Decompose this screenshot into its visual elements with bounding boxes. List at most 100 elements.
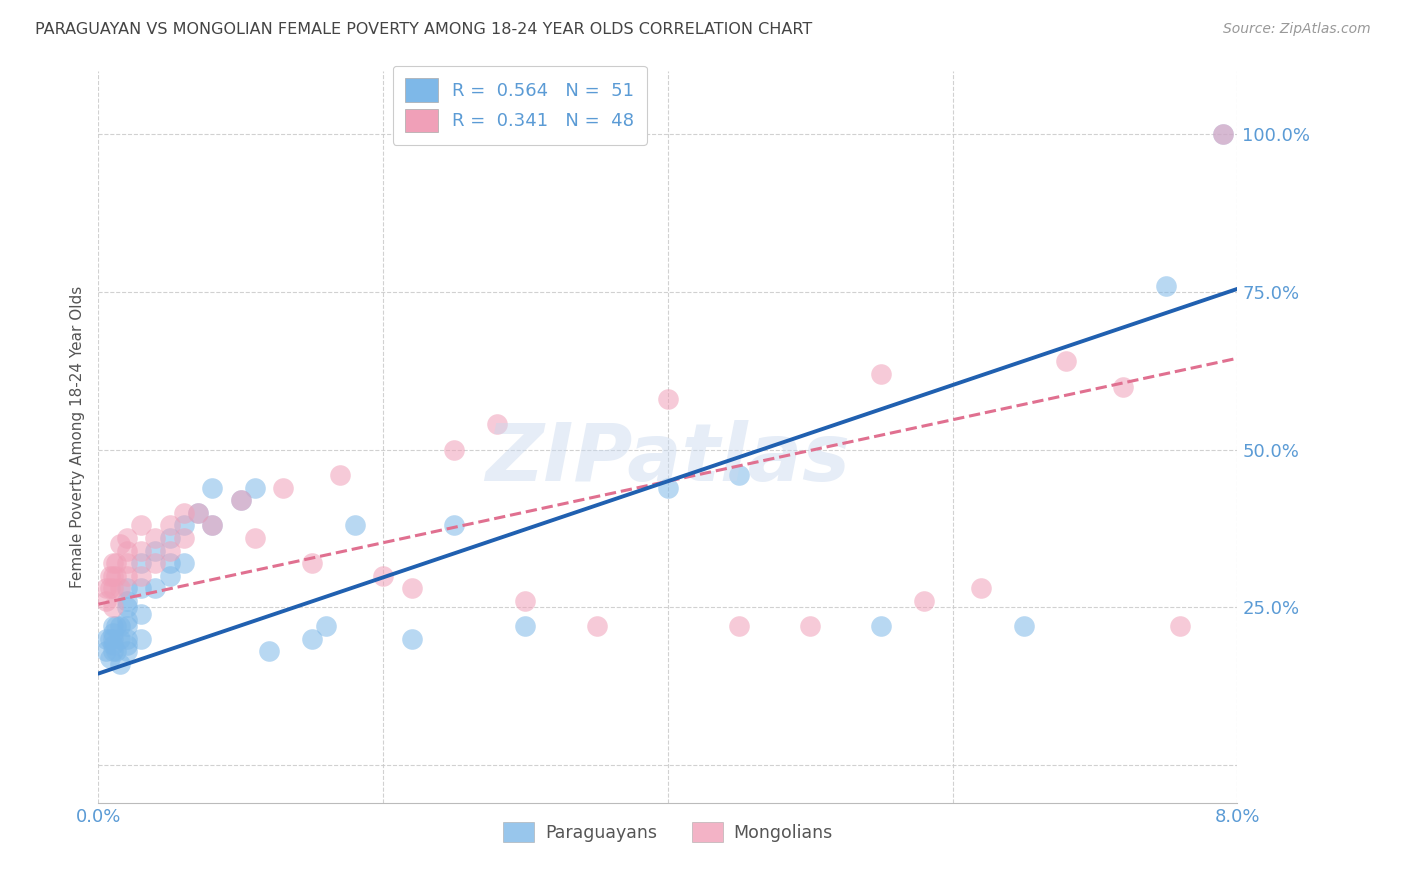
Point [98,632,121,646]
Point [728,467,751,482]
Point [101,569,124,583]
Point [104,644,127,658]
Point [173,531,195,545]
Point [657,392,679,407]
Point [94,644,117,658]
Point [115,556,138,570]
Point [115,569,138,583]
Text: PARAGUAYAN VS MONGOLIAN FEMALE POVERTY AMONG 18-24 YEAR OLDS CORRELATION CHART: PARAGUAYAN VS MONGOLIAN FEMALE POVERTY A… [35,22,813,37]
Point [108,537,131,551]
Point [98,650,121,665]
Point [115,531,138,545]
Point [115,543,138,558]
Text: Source: ZipAtlas.com: Source: ZipAtlas.com [1223,22,1371,37]
Point [201,518,224,533]
Point [145,582,167,596]
Point [1212,128,1234,142]
Point [98,582,121,596]
Point [301,556,323,570]
Point [657,481,679,495]
Point [329,467,352,482]
Point [101,632,124,646]
Point [129,543,152,558]
Point [159,556,181,570]
Point [201,518,224,533]
Point [115,619,138,633]
Point [912,594,935,608]
Point [98,569,121,583]
Point [115,632,138,646]
Point [1170,619,1192,633]
Point [108,632,131,646]
Point [401,632,423,646]
Point [115,594,138,608]
Point [273,481,295,495]
Point [115,600,138,615]
Point [173,506,195,520]
Text: ZIPatlas: ZIPatlas [485,420,851,498]
Y-axis label: Female Poverty Among 18-24 Year Olds: Female Poverty Among 18-24 Year Olds [69,286,84,588]
Point [159,543,181,558]
Point [145,556,167,570]
Point [585,619,607,633]
Point [115,582,138,596]
Point [1212,128,1234,142]
Point [728,619,751,633]
Point [145,531,167,545]
Point [515,619,537,633]
Point [108,657,131,671]
Point [108,619,131,633]
Point [187,506,209,520]
Point [243,531,266,545]
Point [159,531,181,545]
Point [129,556,152,570]
Point [229,493,252,508]
Point [159,569,181,583]
Point [371,569,394,583]
Point [401,582,423,596]
Point [94,594,117,608]
Point [173,556,195,570]
Point [101,556,124,570]
Point [301,632,323,646]
Point [486,417,509,432]
Point [259,644,281,658]
Point [315,619,337,633]
Point [515,594,537,608]
Point [104,569,127,583]
Point [115,613,138,627]
Point [145,543,167,558]
Point [799,619,821,633]
Point [129,607,152,621]
Point [129,518,152,533]
Point [94,632,117,646]
Point [104,619,127,633]
Point [159,518,181,533]
Point [129,569,152,583]
Point [243,481,266,495]
Point [187,506,209,520]
Point [1112,379,1135,393]
Point [129,632,152,646]
Point [104,556,127,570]
Point [870,367,893,381]
Point [115,644,138,658]
Point [229,493,252,508]
Legend: Paraguayans, Mongolians: Paraguayans, Mongolians [496,815,839,849]
Point [343,518,366,533]
Point [173,518,195,533]
Point [201,481,224,495]
Point [970,582,993,596]
Point [1056,354,1078,368]
Point [94,582,117,596]
Point [115,638,138,652]
Point [101,625,124,640]
Point [101,600,124,615]
Point [101,638,124,652]
Point [1154,278,1177,293]
Point [870,619,893,633]
Point [443,442,465,457]
Point [1012,619,1035,633]
Point [101,644,124,658]
Point [101,619,124,633]
